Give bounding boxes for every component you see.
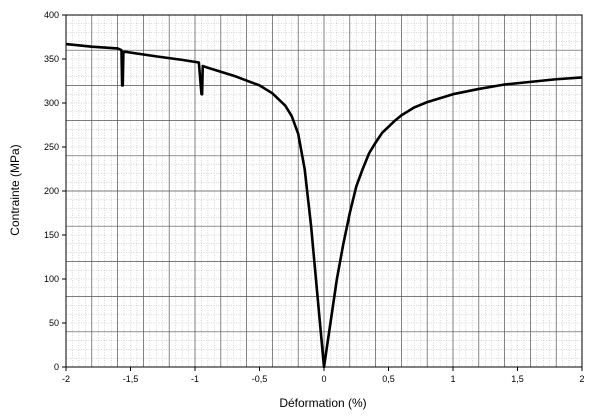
y-tick-label: 0 [54, 362, 59, 372]
x-tick-label: -1,5 [123, 374, 139, 384]
y-tick-label: 50 [49, 318, 59, 328]
x-tick-label: 2 [579, 374, 584, 384]
y-tick-label: 150 [44, 230, 59, 240]
y-tick-label: 350 [44, 54, 59, 64]
x-tick-label: 1 [450, 374, 455, 384]
x-ticks: -2 -1,5 -1 -0,5 0 0,5 1 1,5 2 [62, 367, 585, 384]
x-tick-label: 1,5 [511, 374, 524, 384]
x-tick-label: -1 [191, 374, 199, 384]
y-tick-label: 100 [44, 274, 59, 284]
y-axis-label: Contrainte (MPa) [8, 144, 22, 235]
x-tick-label: -0,5 [252, 374, 268, 384]
y-ticks: 0 50 100 150 200 250 300 350 400 [44, 10, 66, 372]
stress-strain-curve [65, 42, 583, 369]
y-tick-label: 400 [44, 10, 59, 20]
x-axis-label: Déformation (%) [279, 396, 366, 410]
major-grid [66, 15, 582, 367]
x-tick-label: 0 [321, 374, 326, 384]
x-tick-label: -2 [62, 374, 70, 384]
y-tick-label: 300 [44, 98, 59, 108]
y-tick-label: 250 [44, 142, 59, 152]
y-tick-label: 200 [44, 186, 59, 196]
x-tick-label: 0,5 [382, 374, 395, 384]
